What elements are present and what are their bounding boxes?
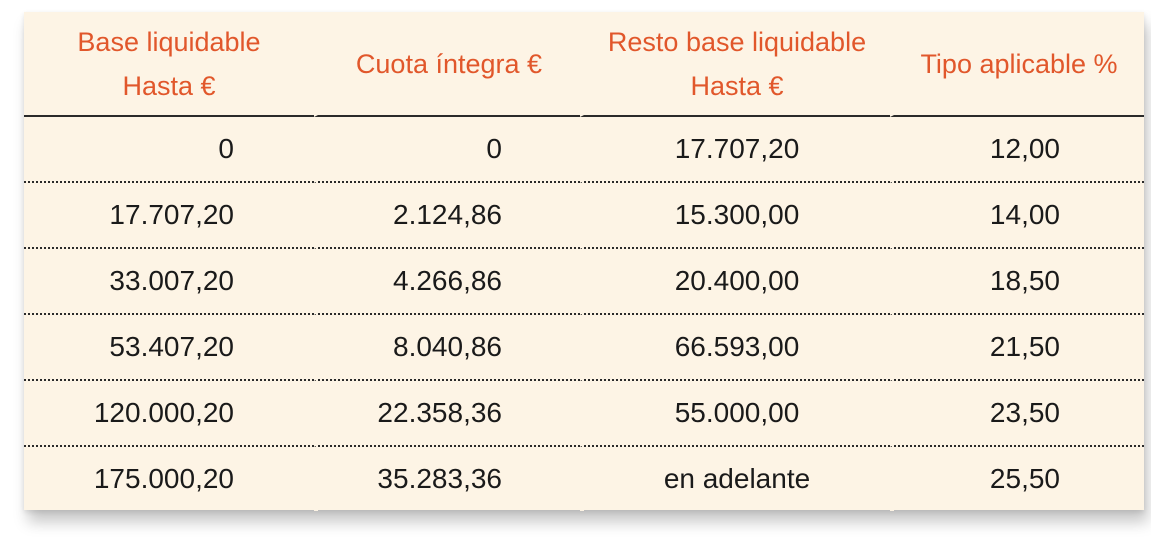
cell-base-liquidable: 17.707,20 <box>24 183 314 249</box>
header-cuota-integra-line1: Cuota íntegra € <box>355 48 543 79</box>
header-base-liquidable: Base liquidable Hasta € <box>24 12 314 117</box>
cell-cuota-integra: 35.283,36 <box>314 447 580 511</box>
header-base-liquidable-line2: Hasta € <box>122 70 216 101</box>
cell-tipo-aplicable: 25,50 <box>890 447 1144 511</box>
cell-resto-base: 15.300,00 <box>580 183 890 249</box>
cell-cuota-integra: 4.266,86 <box>314 249 580 315</box>
header-resto-base-line2: Hasta € <box>690 70 784 101</box>
cell-tipo-aplicable: 14,00 <box>890 183 1144 249</box>
table-row: 53.407,20 8.040,86 66.593,00 21,50 <box>24 315 1144 381</box>
table-row: 120.000,20 22.358,36 55.000,00 23,50 <box>24 381 1144 447</box>
cell-tipo-aplicable: 18,50 <box>890 249 1144 315</box>
table-row: 0 0 17.707,20 12,00 <box>24 117 1144 183</box>
header-base-liquidable-line1: Base liquidable <box>77 26 261 57</box>
cell-tipo-aplicable: 23,50 <box>890 381 1144 447</box>
table-row: 33.007,20 4.266,86 20.400,00 18,50 <box>24 249 1144 315</box>
table-header-row: Base liquidable Hasta € Cuota íntegra € … <box>24 12 1144 117</box>
cell-tipo-aplicable: 21,50 <box>890 315 1144 381</box>
cell-cuota-integra: 2.124,86 <box>314 183 580 249</box>
header-resto-base-line1: Resto base liquidable <box>607 26 867 57</box>
cell-resto-base: 17.707,20 <box>580 117 890 183</box>
cell-cuota-integra: 0 <box>314 117 580 183</box>
header-resto-base-liquidable: Resto base liquidable Hasta € <box>580 12 890 117</box>
cell-base-liquidable: 0 <box>24 117 314 183</box>
header-tipo-aplicable-line1: Tipo aplicable % <box>920 48 1118 79</box>
tax-bracket-table-card: Base liquidable Hasta € Cuota íntegra € … <box>24 12 1144 511</box>
cell-base-liquidable: 120.000,20 <box>24 381 314 447</box>
cell-resto-base: 55.000,00 <box>580 381 890 447</box>
cell-base-liquidable: 175.000,20 <box>93 463 234 494</box>
tax-bracket-table: Base liquidable Hasta € Cuota íntegra € … <box>24 12 1144 511</box>
cell-cuota-integra: 8.040,86 <box>314 315 580 381</box>
header-tipo-aplicable: Tipo aplicable % <box>890 12 1144 117</box>
cell-resto-base: 20.400,00 <box>580 249 890 315</box>
cell-resto-base: 66.593,00 <box>580 315 890 381</box>
cell-base-liquidable: 53.407,20 <box>24 315 314 381</box>
header-cuota-integra: Cuota íntegra € <box>314 12 580 117</box>
cell-tipo-aplicable: 12,00 <box>890 117 1144 183</box>
cell-resto-base: en adelante <box>580 447 890 511</box>
table-row: 17.707,20 2.124,86 15.300,00 14,00 <box>24 183 1144 249</box>
cell-cuota-integra: 22.358,36 <box>314 381 580 447</box>
table-row: 175.000,20 35.283,36 en adelante 25,50 <box>24 447 1144 511</box>
cell-base-liquidable: 33.007,20 <box>24 249 314 315</box>
